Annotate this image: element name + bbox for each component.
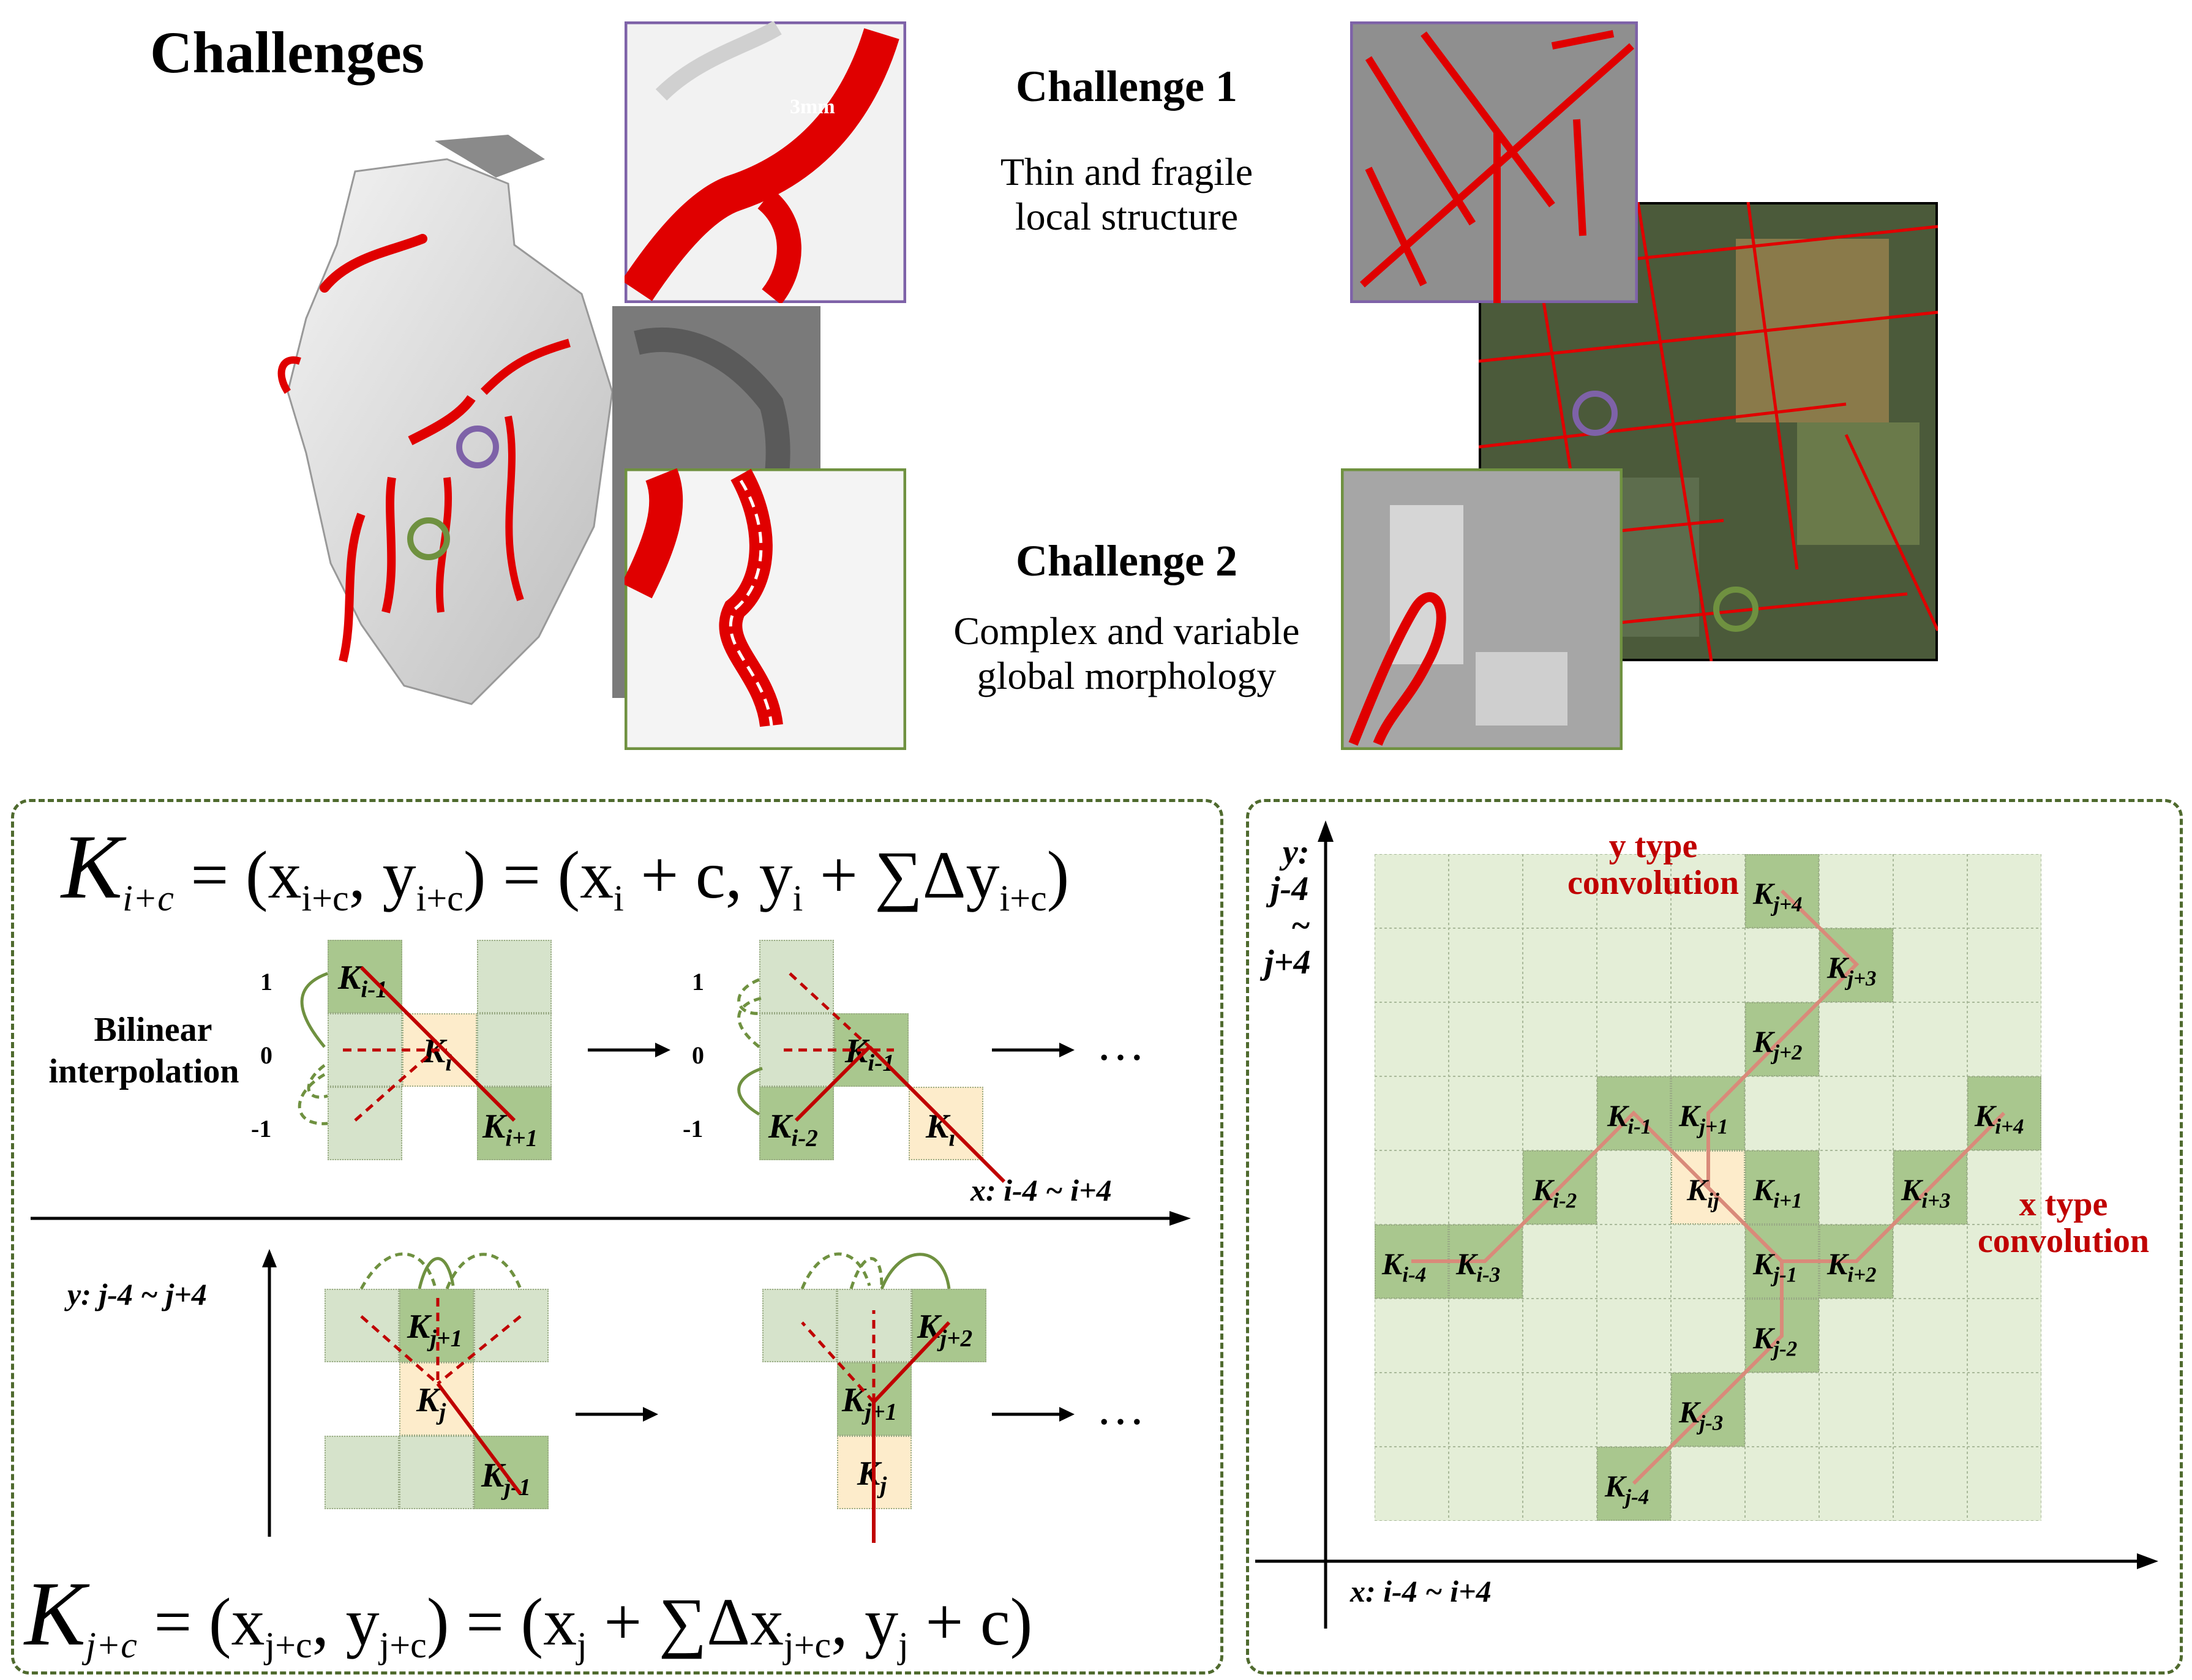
x-type-label-2: convolution xyxy=(1977,1222,2150,1260)
formula-bottom: Kj+c = (xj+c, yj+c) = (xj + ∑Δxj+c, yj +… xyxy=(24,1563,1033,1665)
right-y-axis-label-2: j-4 xyxy=(1271,870,1309,908)
y-type-label-2: convolution xyxy=(1567,864,1740,902)
grid-label-k-ip3: Ki+3 xyxy=(1901,1172,1951,1213)
challenge1-marker xyxy=(456,426,499,468)
step2-top-lines xyxy=(737,972,1006,1183)
challenge1-title: Challenge 1 xyxy=(1015,62,1237,111)
right-y-axis-label-3: ~ xyxy=(1292,907,1310,945)
label-k-ip1: Ki+1 xyxy=(482,1108,538,1152)
label-k-im1: Ki-1 xyxy=(338,959,388,1003)
right-y-axis-label-1: y: xyxy=(1283,833,1310,871)
challenge1-line1: Thin and fragile xyxy=(1000,150,1253,193)
challenge1-line2: local structure xyxy=(1015,195,1239,238)
challenge2-title: Challenge 2 xyxy=(1015,536,1237,585)
offset-m1-b: -1 xyxy=(683,1115,704,1142)
cell-empty xyxy=(325,1289,399,1362)
step1-top-lines xyxy=(298,966,516,1125)
cell-k-ip1 xyxy=(477,1087,552,1160)
right-x-axis-label: x: i-4 ~ i+4 xyxy=(1350,1574,1492,1608)
label-k-jp2: Kj+2 xyxy=(917,1308,973,1352)
left-panel xyxy=(11,799,1223,1674)
cell-k-im1 xyxy=(328,940,402,1013)
label-k-j-b: Kj xyxy=(857,1455,887,1499)
step1-bottom-lines xyxy=(359,1252,522,1495)
ellipsis-top: … xyxy=(1096,1017,1145,1071)
challenge2-marker xyxy=(407,517,450,560)
offset-m1-a: -1 xyxy=(251,1115,272,1142)
grid-label-k-jm3: Kj-3 xyxy=(1679,1395,1724,1435)
right-y-axis-label-4: j+4 xyxy=(1264,943,1311,981)
x-axis-left xyxy=(31,1211,1191,1226)
label-k-im2: Ki-2 xyxy=(768,1108,818,1152)
offset-1-b: 1 xyxy=(692,968,704,996)
vessel-zoom-challenge2 xyxy=(625,468,906,750)
road-zoom-challenge2 xyxy=(1341,468,1623,750)
y-type-label-1: y type xyxy=(1608,827,1698,865)
grid-label-k-jp3: Kj+3 xyxy=(1827,950,1877,991)
grid-label-k-im2: Ki-2 xyxy=(1533,1172,1577,1213)
grid-label-k-ip2: Ki+2 xyxy=(1827,1247,1877,1287)
grid-label-k-jm4: Kj-4 xyxy=(1605,1469,1650,1509)
label-k-jm1: Kj-1 xyxy=(481,1457,531,1501)
grid-label-k-ij: Kij xyxy=(1687,1172,1719,1213)
arrow-step-3 xyxy=(576,1407,658,1422)
grid-cell-k-ip1 xyxy=(1745,1150,1819,1224)
grid-label-k-jm2: Kj-2 xyxy=(1753,1321,1798,1361)
right-axes xyxy=(1255,820,2158,1629)
x-type-label-1: x type xyxy=(2019,1185,2108,1223)
label-k-j: Kj xyxy=(416,1381,446,1425)
ellipsis-bottom: … xyxy=(1096,1381,1145,1435)
page-title: Challenges xyxy=(150,20,425,85)
arrow-step-1 xyxy=(588,1043,670,1057)
cell-empty xyxy=(399,1436,474,1509)
offset-1-a: 1 xyxy=(260,968,272,996)
offset-0-b: 0 xyxy=(692,1041,704,1069)
satellite-challenge2-marker xyxy=(1713,587,1758,632)
right-panel xyxy=(1246,799,2183,1674)
offset-0-a: 0 xyxy=(260,1041,272,1069)
bilinear-label-1: Bilinear xyxy=(94,1011,212,1049)
grid-label-k-ip1: Ki+1 xyxy=(1753,1172,1803,1213)
road-zoom-challenge1 xyxy=(1350,21,1638,303)
cell-empty xyxy=(759,940,834,1013)
label-k-jp1: Kj+1 xyxy=(407,1308,463,1352)
bilinear-label-2: interpolation xyxy=(48,1052,239,1090)
grid-label-k-im4: Ki-4 xyxy=(1382,1247,1427,1287)
kernel-grid: Kj+4 Kj+3 Kj+2 Ki-1 Kj+1 Ki+4 Ki-2 Kij K… xyxy=(1375,854,2041,1521)
grid-label-k-jp1: Kj+1 xyxy=(1679,1098,1728,1139)
step2-bottom-lines xyxy=(800,1252,951,1543)
convolution-paths xyxy=(1411,889,2006,1485)
heart-illustration xyxy=(277,135,614,705)
grid-label-k-im3: Ki-3 xyxy=(1456,1247,1501,1287)
arrow-step-4 xyxy=(992,1407,1075,1422)
cell-empty xyxy=(474,1289,549,1362)
satellite-challenge1-marker xyxy=(1572,391,1618,436)
formula-top: Ki+c = (xi+c, yi+c) = (xi + c, yi + ∑Δyi… xyxy=(61,816,1070,918)
x-axis-label-left: x: i-4 ~ i+4 xyxy=(970,1173,1112,1207)
challenge2-line1: Complex and variable xyxy=(953,609,1300,653)
grid-label-k-jm1: Kj-1 xyxy=(1753,1247,1798,1287)
grid-label-k-ip4: Ki+4 xyxy=(1975,1098,2024,1139)
grid-label-k-jp4: Kj+4 xyxy=(1753,876,1803,917)
cell-empty xyxy=(477,1013,552,1087)
grid-label-k-jp2: Kj+2 xyxy=(1753,1024,1803,1065)
measure-label: 3mm xyxy=(790,96,835,118)
cell-k-im2 xyxy=(759,1087,834,1160)
cell-empty xyxy=(762,1289,837,1362)
challenge2-line2: global morphology xyxy=(977,654,1277,697)
y-axis-label-left: y: j-4 ~ j+4 xyxy=(67,1277,207,1311)
y-axis-left xyxy=(262,1249,277,1537)
vessel-zoom-challenge1: 3mm xyxy=(625,21,906,303)
cell-empty xyxy=(325,1436,399,1509)
cell-empty xyxy=(328,1087,402,1160)
grid-label-k-im1: Ki-1 xyxy=(1607,1098,1652,1139)
cell-empty xyxy=(477,940,552,1013)
arrow-step-2 xyxy=(992,1043,1075,1057)
